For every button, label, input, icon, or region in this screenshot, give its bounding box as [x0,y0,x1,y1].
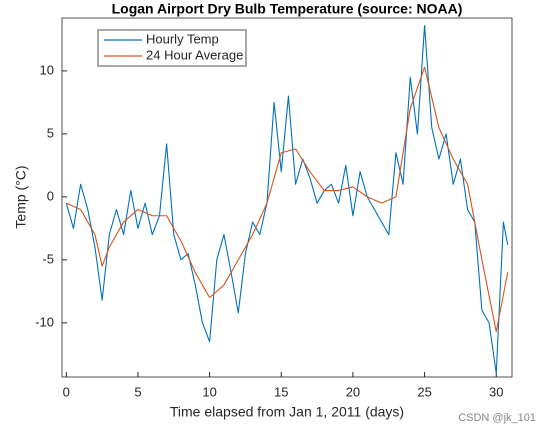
y-tick-label: 5 [47,125,54,140]
chart-title: Logan Airport Dry Bulb Temperature (sour… [112,1,463,17]
x-axis-label: Time elapsed from Jan 1, 2011 (days) [170,404,404,420]
y-tick-label: -5 [42,251,54,266]
series-line [65,25,509,374]
plot-area [61,17,513,378]
legend-box [97,29,247,67]
x-tick-label: 25 [417,384,431,399]
legend-label: Hourly Temp [146,31,219,46]
series-line [66,66,509,333]
y-tick-label: 10 [40,62,54,77]
x-tick-label: 10 [202,384,216,399]
y-tick-label: 0 [47,188,54,203]
legend-label: 24 Hour Average [146,47,243,62]
y-tick-label: -10 [35,314,54,329]
watermark: CSDN @jk_101 [458,412,536,424]
y-axis-label: Temp (°C) [13,165,29,228]
x-tick-label: 15 [274,384,288,399]
x-tick-label: 30 [489,384,503,399]
x-tick-label: 20 [346,384,360,399]
x-tick-label: 0 [63,384,70,399]
x-tick-label: 5 [134,384,141,399]
